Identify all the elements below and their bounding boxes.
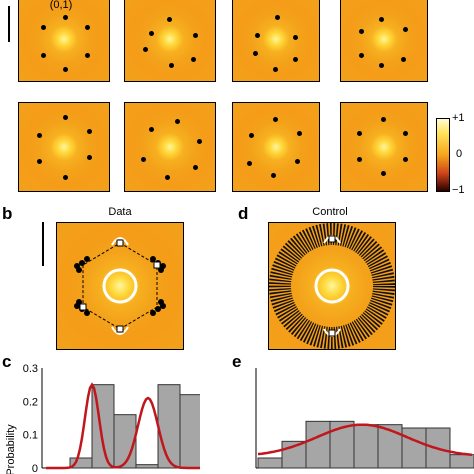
c-ytick-3: 0.3 [23, 363, 38, 375]
scale-bar-top [8, 6, 10, 42]
panel-label-d: d [238, 204, 249, 223]
coord-label: (0,1) [49, 0, 73, 11]
heatmap-a-7 [232, 102, 320, 192]
chart-e-bar-0 [257, 457, 283, 469]
panel-label-c: c [2, 352, 12, 371]
colorbar [436, 118, 450, 192]
heatmap-data [56, 222, 184, 350]
panel-label-b: b [2, 204, 13, 223]
scale-bar-b [42, 222, 44, 266]
heatmap-a-4 [340, 0, 428, 82]
chart-e-bar-5 [377, 424, 403, 469]
colorbar-tick-top: +1 [452, 112, 465, 124]
c-ytick-2: 0.2 [23, 396, 38, 408]
chart-e [255, 368, 474, 469]
chart-c-bar-5 [179, 394, 200, 469]
colorbar-tick-bottom: −1 [452, 184, 465, 196]
chart-c-bar-4 [157, 384, 181, 469]
heatmap-a-5 [18, 102, 110, 192]
panel-title-control: Control [312, 206, 348, 218]
chart-c-bar-2 [113, 414, 137, 469]
panel-title-data: Data [108, 206, 132, 218]
c-ytick-0: 0 [32, 463, 38, 474]
heatmap-a-6 [124, 102, 216, 192]
chart-e-bar-8 [449, 454, 474, 469]
heatmap-a-2 [124, 0, 216, 82]
c-ytick-1: 0.1 [23, 430, 38, 442]
colorbar-tick-mid: 0 [456, 148, 463, 160]
heatmap-control [268, 222, 396, 350]
panel-label-e: e [232, 352, 242, 371]
heatmap-a-8 [340, 102, 428, 192]
chart-e-bar-4 [353, 424, 379, 469]
ylabel-c: Probability [5, 424, 17, 474]
heatmap-a-1: (0,1) [18, 0, 110, 82]
heatmap-a-3 [232, 0, 320, 82]
chart-e-bar-6 [401, 427, 427, 469]
chart-c: Probability 0 0.1 0.2 0.3 [5, 363, 200, 474]
chart-e-bar-2 [305, 420, 331, 469]
chart-c-bar-3 [135, 464, 159, 469]
